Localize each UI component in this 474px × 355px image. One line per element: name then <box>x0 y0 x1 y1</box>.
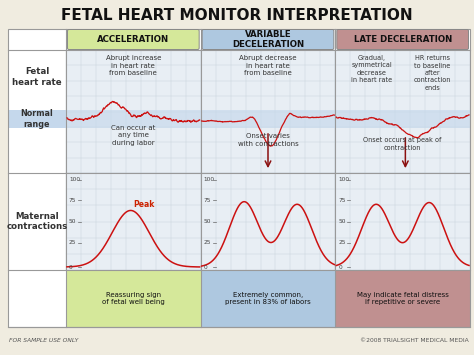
Text: 25: 25 <box>338 240 346 245</box>
Bar <box>8 110 66 128</box>
Text: ACCELERATION: ACCELERATION <box>97 35 169 44</box>
Text: ©2008 TRIALSIGHT MEDICAL MEDIA: ©2008 TRIALSIGHT MEDICAL MEDIA <box>360 338 469 343</box>
Text: FOR SAMPLE USE ONLY: FOR SAMPLE USE ONLY <box>9 338 78 343</box>
Text: Abrupt decrease
in heart rate
from baseline: Abrupt decrease in heart rate from basel… <box>239 55 297 76</box>
Text: 0: 0 <box>69 264 73 269</box>
Text: VARIABLE
DECELERATION: VARIABLE DECELERATION <box>232 30 304 49</box>
Text: May indicate fetal distress
if repetitive or severe: May indicate fetal distress if repetitiv… <box>357 292 448 305</box>
Text: FETAL HEART MONITOR INTERPRETATION: FETAL HEART MONITOR INTERPRETATION <box>61 8 413 23</box>
Bar <box>66 50 201 173</box>
Text: LATE DECELERATION: LATE DECELERATION <box>354 35 452 44</box>
Text: 0: 0 <box>204 264 208 269</box>
Text: 75: 75 <box>338 198 346 203</box>
Text: 50: 50 <box>204 219 211 224</box>
Text: Abrupt increase
in heart rate
from baseline: Abrupt increase in heart rate from basel… <box>106 55 161 76</box>
Bar <box>66 110 470 128</box>
Text: 100: 100 <box>204 177 215 182</box>
Text: Peak: Peak <box>134 201 155 209</box>
Text: Reassuring sign
of fetal well being: Reassuring sign of fetal well being <box>102 292 164 305</box>
Text: HR returns
to baseline
after
contraction
ends: HR returns to baseline after contraction… <box>414 55 451 91</box>
FancyBboxPatch shape <box>337 29 468 49</box>
Text: Maternal
contractions: Maternal contractions <box>6 212 68 231</box>
Text: 50: 50 <box>338 219 346 224</box>
Text: Fetal
heart rate: Fetal heart rate <box>12 67 62 87</box>
Bar <box>8 29 470 327</box>
Text: 50: 50 <box>69 219 76 224</box>
Text: Gradual,
symmetrical
decrease
in heart rate: Gradual, symmetrical decrease in heart r… <box>351 55 392 83</box>
Text: 25: 25 <box>204 240 211 245</box>
FancyBboxPatch shape <box>202 29 334 49</box>
Text: Can occur at
any time
during labor: Can occur at any time during labor <box>111 125 155 146</box>
Bar <box>8 29 470 327</box>
Text: 25: 25 <box>69 240 76 245</box>
Text: Onset varies
with contractions: Onset varies with contractions <box>237 133 298 147</box>
Text: 75: 75 <box>69 198 76 203</box>
FancyBboxPatch shape <box>67 29 199 49</box>
Bar <box>201 173 335 270</box>
Bar <box>66 270 201 327</box>
Bar <box>335 173 470 270</box>
Bar <box>66 173 201 270</box>
Text: Normal
range: Normal range <box>21 109 54 129</box>
Text: Extremely common,
present in 83% of labors: Extremely common, present in 83% of labo… <box>225 292 311 305</box>
Text: 75: 75 <box>204 198 211 203</box>
Bar <box>335 50 470 173</box>
Bar <box>201 270 335 327</box>
Bar <box>201 50 335 173</box>
Text: 100: 100 <box>69 177 80 182</box>
Text: Onset occurs at peak of
contraction: Onset occurs at peak of contraction <box>364 137 442 151</box>
Text: 100: 100 <box>338 177 349 182</box>
Bar <box>335 270 470 327</box>
Text: 0: 0 <box>338 264 342 269</box>
